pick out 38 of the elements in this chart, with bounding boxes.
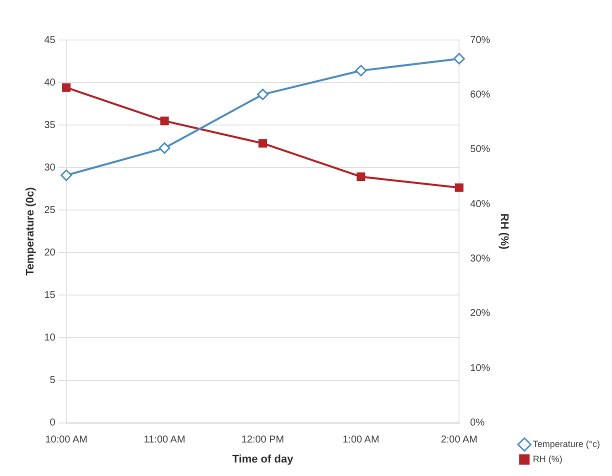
x-tick-label: 2:00 AM bbox=[440, 434, 478, 446]
x-tick-label: 11:00 AM bbox=[144, 434, 186, 446]
point bbox=[158, 142, 170, 154]
y2-tick-label: 0% bbox=[470, 418, 485, 429]
y-tick-label: 10 bbox=[44, 332, 56, 344]
legend-label: RH (%) bbox=[532, 454, 562, 464]
y2-tick-label: 20% bbox=[470, 308, 490, 320]
y2-tick-label: 70% bbox=[470, 34, 490, 46]
y2-tick-label: 60% bbox=[470, 89, 490, 100]
y-tick-label: 35 bbox=[44, 120, 56, 131]
y-tick-label: 40 bbox=[44, 77, 56, 88]
y-tick-label: 30 bbox=[44, 162, 56, 174]
x-tick-label: 1:00 AM bbox=[342, 434, 380, 446]
y-tick-label: 15 bbox=[44, 290, 56, 301]
y2-tick-label: 30% bbox=[470, 253, 490, 264]
y2-axis-title: RH (%) bbox=[498, 213, 510, 250]
point bbox=[356, 172, 366, 181]
point bbox=[258, 139, 268, 148]
point bbox=[60, 170, 72, 182]
y-tick-label: 0 bbox=[50, 418, 56, 429]
point bbox=[160, 116, 169, 126]
y-axis-title: Temperature (0c) bbox=[24, 186, 37, 276]
y-tick-label: 25 bbox=[44, 204, 56, 216]
y2-tick-label: 40% bbox=[470, 198, 490, 210]
y-tick-label: 20 bbox=[44, 247, 56, 258]
x-tick-label: 10:00 AM bbox=[45, 434, 88, 446]
point bbox=[454, 183, 464, 192]
y2-tick-label: 10% bbox=[470, 362, 490, 374]
x-tick-label: 12:00 PM bbox=[241, 434, 284, 446]
y-tick-label: 45 bbox=[44, 34, 56, 46]
point bbox=[62, 83, 71, 92]
point bbox=[256, 88, 268, 100]
x-axis-title: Time of day bbox=[232, 453, 294, 466]
legend-label: Temperature (°c) bbox=[532, 438, 600, 449]
point bbox=[453, 52, 465, 64]
y-tick-label: 5 bbox=[50, 375, 56, 386]
point bbox=[355, 64, 367, 76]
y2-tick-label: 50% bbox=[470, 144, 490, 156]
